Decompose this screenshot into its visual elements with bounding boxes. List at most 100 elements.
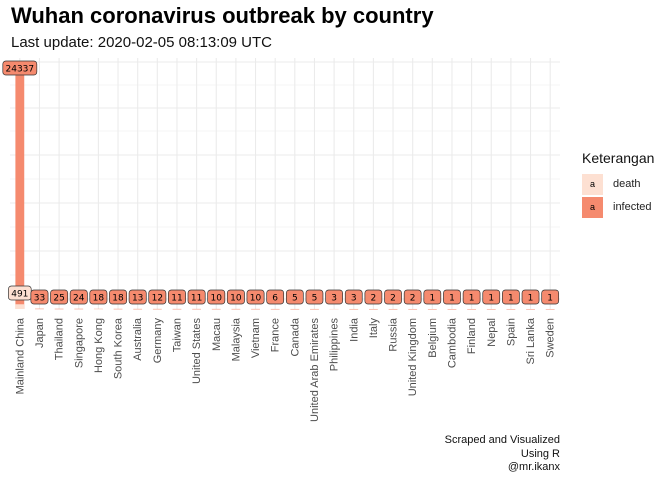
data-label-box	[285, 289, 304, 305]
bar-infected	[54, 308, 64, 310]
legend: Keterangan a death a infected	[582, 150, 654, 219]
x-tick-label: Russia	[388, 317, 400, 352]
bar-infected	[368, 308, 378, 310]
bar-infected	[447, 308, 457, 310]
bar-death	[329, 308, 339, 310]
chart-subtitle: Last update: 2020-02-05 08:13:09 UTC	[11, 34, 273, 51]
legend-key-glyph: a	[589, 202, 595, 212]
bar-infected	[290, 308, 300, 310]
bar-infected	[152, 308, 162, 310]
x-tick-label: Malaysia	[230, 317, 242, 361]
data-label-box	[148, 289, 167, 305]
data-label-box	[246, 289, 265, 305]
x-tick-label: Australia	[132, 317, 144, 361]
data-label: 10	[230, 293, 242, 303]
x-tick-label: Canada	[289, 317, 301, 356]
x-tick-label: Germany	[152, 318, 164, 364]
data-label: 2	[410, 293, 416, 303]
x-tick-label: Sweden	[545, 318, 557, 358]
x-tick-label: Japan	[34, 318, 46, 348]
data-label-box	[168, 289, 186, 305]
data-label: 5	[312, 293, 318, 303]
data-label: 3	[331, 293, 337, 303]
bar-infected	[192, 308, 202, 310]
data-label: 13	[132, 293, 143, 303]
x-tick-label: Sri Lanka	[525, 317, 537, 364]
data-label: 24337	[6, 64, 35, 74]
data-label-box	[128, 289, 147, 305]
bar-infected	[270, 308, 280, 310]
x-tick-label: Macau	[211, 318, 223, 351]
data-label-box	[541, 289, 560, 305]
bar-infected	[545, 308, 555, 310]
data-label-box	[69, 289, 88, 305]
grid-lines	[10, 58, 560, 309]
bar-infected	[310, 308, 319, 310]
data-label: 12	[152, 293, 163, 303]
data-label-box	[266, 289, 285, 305]
x-tick-label: Thailand	[54, 318, 66, 360]
data-label: 10	[211, 293, 223, 303]
bar-infected	[427, 308, 437, 310]
x-tick-label: Belgium	[427, 318, 439, 358]
bar-infected	[172, 308, 182, 310]
data-label-box	[482, 289, 501, 305]
bar-infected	[231, 308, 241, 310]
x-tick-label: Taiwan	[171, 318, 183, 352]
data-label-box	[187, 289, 206, 305]
x-tick-label: France	[270, 318, 282, 352]
x-tick-label: Italy	[368, 318, 380, 339]
data-label-box	[30, 289, 49, 305]
caption-line: @mr.ikanx	[507, 461, 560, 473]
data-label-box	[2, 60, 38, 76]
legend-item-infected: a infected	[582, 196, 654, 218]
x-tick-label: Mainland China	[14, 317, 26, 394]
data-label-box	[89, 289, 108, 305]
x-tick-label: United States	[191, 318, 203, 385]
bar-infected	[388, 308, 398, 310]
x-tick-label: United Kingdom	[407, 318, 419, 396]
data-label: 1	[449, 293, 455, 303]
x-tick-labels: Mainland China Japan Thailand Singapore Hong…	[14, 317, 556, 422]
x-tick-label: Spain	[505, 318, 517, 346]
x-tick-label: Vietnam	[250, 318, 262, 358]
data-label-box	[207, 289, 226, 305]
x-tick-label: South Korea	[113, 317, 125, 379]
bar-infected	[74, 308, 84, 310]
x-tick-label: India	[348, 317, 360, 342]
x-tick-label: Finland	[466, 318, 478, 354]
data-label: 11	[171, 293, 182, 303]
data-label: 2	[390, 293, 396, 303]
data-label-box	[305, 289, 324, 305]
data-label: 6	[272, 293, 278, 303]
chart-caption: Scraped and Visualized Using R @mr.ikanx	[445, 434, 560, 475]
x-tick-label: Philippines	[329, 318, 341, 372]
caption-line: Using R	[520, 447, 560, 460]
data-label: 3	[351, 293, 357, 303]
caption-line: Scraped and Visualized	[444, 434, 560, 446]
data-label-box	[364, 289, 383, 305]
data-label-box	[403, 289, 422, 305]
data-label: 18	[112, 293, 124, 303]
legend-key-infected: a	[582, 196, 603, 218]
data-label: 1	[528, 293, 534, 303]
bar-infected	[133, 308, 143, 310]
data-label-box	[521, 289, 540, 305]
bar-infected	[113, 308, 123, 310]
x-tick-label: Nepal	[486, 318, 498, 347]
data-label: 25	[53, 293, 64, 303]
data-label: 33	[34, 293, 45, 303]
data-label-box	[502, 289, 520, 305]
data-label: 491	[11, 289, 28, 299]
bar-infected	[467, 308, 477, 310]
bar-infected	[211, 308, 221, 310]
data-label: 5	[292, 293, 298, 303]
bar-infected	[506, 308, 516, 310]
bar-infected	[408, 308, 418, 310]
legend-key-death: a	[582, 173, 603, 195]
data-label: 1	[508, 293, 514, 303]
legend-key-glyph: a	[589, 179, 595, 189]
data-label-box	[325, 289, 343, 305]
